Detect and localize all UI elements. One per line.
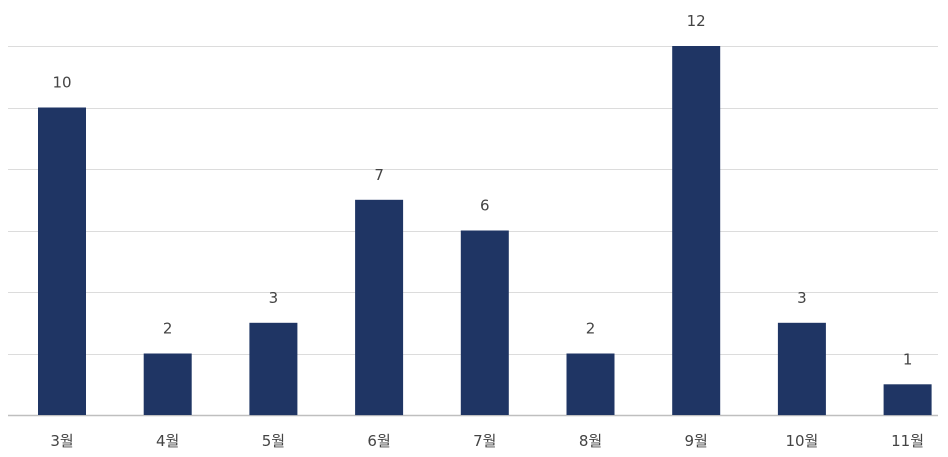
bar-10월	[777, 322, 826, 416]
data-label-3월: 10	[52, 74, 71, 92]
x-tick-label-5월: 5월	[262, 432, 285, 450]
x-tick-label-11월: 11월	[891, 432, 924, 450]
x-tick-label-6월: 6월	[367, 432, 390, 450]
x-tick-label-4월: 4월	[156, 432, 179, 450]
data-label-7월: 6	[480, 197, 490, 215]
bar-8월	[566, 353, 615, 415]
bars	[38, 46, 932, 416]
data-labels: 10 2 3 7 6 2 12 3 1	[52, 12, 912, 368]
data-label-11월: 1	[903, 350, 913, 368]
bar-11월	[883, 384, 932, 416]
bar-9월	[672, 46, 721, 415]
x-tick-label-3월: 3월	[50, 432, 73, 450]
data-label-5월: 3	[269, 289, 279, 307]
data-label-4월: 2	[163, 320, 173, 338]
x-tick-label-10월: 10월	[785, 432, 818, 450]
x-tick-label-7월: 7월	[473, 432, 496, 450]
bar-7월	[460, 230, 509, 415]
data-label-6월: 7	[374, 166, 384, 184]
x-tick-labels: 3월 4월 5월 6월 7월 8월 9월 10월 11월	[50, 432, 924, 450]
data-label-9월: 12	[687, 12, 706, 30]
x-tick-label-9월: 9월	[685, 432, 708, 450]
data-label-10월: 3	[797, 289, 807, 307]
bar-5월	[249, 322, 298, 416]
bar-4월	[143, 353, 192, 415]
bar-6월	[355, 199, 404, 416]
x-tick-label-8월: 8월	[579, 432, 602, 450]
data-label-8월: 2	[586, 320, 596, 338]
bar-3월	[38, 107, 86, 415]
